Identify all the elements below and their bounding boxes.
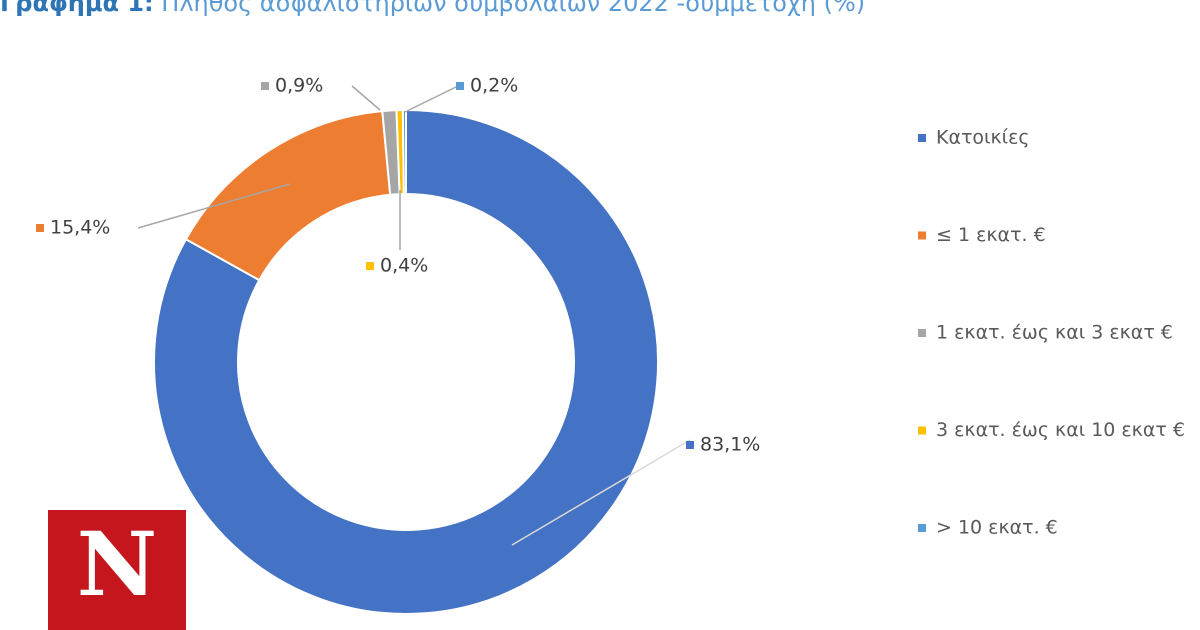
legend-key — [918, 231, 926, 240]
leader-line — [351, 85, 381, 111]
legend-label: ≤ 1 εκατ. € — [936, 224, 1046, 246]
logo: N — [77, 512, 157, 616]
legend-label: 1 εκατ. έως και 3 εκατ € — [936, 322, 1173, 344]
legend-key — [918, 134, 926, 142]
legend-label: 3 εκατ. έως και 10 εκατ € — [936, 419, 1185, 441]
legend-key — [918, 524, 926, 532]
label-key — [261, 82, 269, 90]
leader-line — [511, 439, 691, 546]
donut-slice — [401, 108, 407, 196]
legend-key — [918, 329, 926, 337]
label-key — [36, 224, 44, 232]
data-label: 0,9% — [275, 75, 323, 97]
data-label: 15,4% — [50, 217, 110, 239]
data-label: 83,1% — [700, 434, 760, 456]
label-key — [456, 82, 464, 90]
logo-box — [48, 510, 186, 630]
legend-label: Κατοικίες — [936, 127, 1030, 149]
chart-title: Γράφημα 1: Πλήθος ασφαλιστηρίων συμβολαί… — [0, 0, 865, 17]
title-label: Γράφημα 1: — [0, 0, 154, 17]
leader-line — [137, 183, 291, 229]
title-text: Πλήθος ασφαλιστηρίων συμβολαίων 2022 -συ… — [161, 0, 865, 17]
leader-line — [404, 85, 459, 113]
data-label: 0,2% — [470, 75, 518, 97]
donut-slice — [153, 108, 659, 615]
label-key — [366, 262, 374, 270]
legend-label: > 10 εκατ. € — [936, 517, 1058, 539]
donut-slice — [184, 110, 392, 282]
data-label: 0,4% — [380, 255, 428, 277]
label-key — [686, 441, 694, 449]
legend-key — [918, 426, 926, 435]
